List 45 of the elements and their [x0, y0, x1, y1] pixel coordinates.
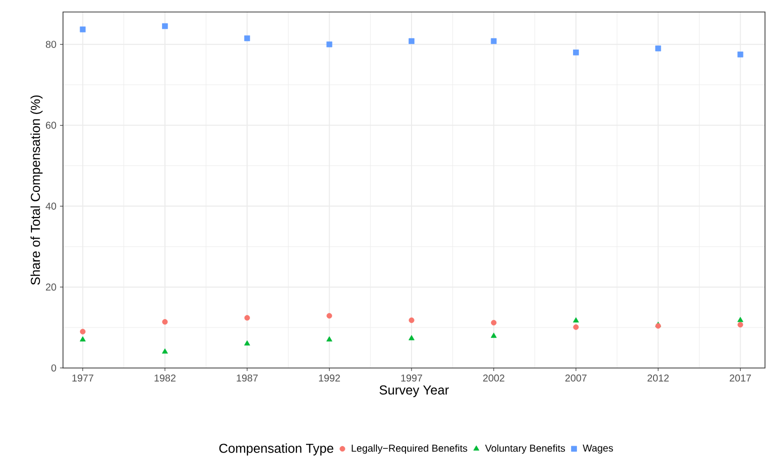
point	[162, 23, 168, 30]
y-tick-label: 80	[46, 40, 56, 48]
point	[490, 38, 497, 44]
x-tick-label: 2007	[565, 374, 587, 382]
x-tick-label: 1987	[236, 374, 258, 382]
x-tick-label: 2002	[483, 374, 504, 382]
point	[326, 41, 332, 48]
point	[572, 317, 579, 322]
point	[737, 52, 744, 58]
point	[490, 332, 497, 338]
point	[738, 322, 744, 328]
y-axis-title: Share of Total Compensation (%)	[30, 95, 43, 285]
x-tick-label: 1977	[72, 374, 94, 382]
y-tick-label: 20	[46, 284, 56, 291]
y-tick-label: 60	[46, 122, 56, 129]
y-tick-label: 0	[51, 364, 56, 372]
point	[80, 336, 86, 342]
point	[490, 320, 497, 326]
x-axis-title: Survey Year	[380, 385, 449, 398]
point	[408, 38, 414, 44]
x-tick-label: 1997	[401, 374, 422, 382]
point	[573, 50, 579, 56]
x-tick-label: 2012	[648, 374, 669, 382]
x-tick-label: 1982	[154, 374, 176, 382]
x-tick-label: 1992	[319, 374, 340, 382]
point	[244, 315, 250, 321]
point	[162, 319, 168, 325]
point	[80, 26, 86, 32]
x-tick-label: 2017	[730, 374, 751, 382]
point	[326, 336, 332, 342]
legend-label: Wages	[582, 444, 613, 454]
point	[244, 35, 250, 42]
point	[162, 348, 168, 354]
y-tick-label: 40	[46, 202, 56, 210]
point	[737, 316, 744, 322]
legend-label: Voluntary Benefits	[485, 444, 565, 454]
legend-label: Legally−Required Benefits	[352, 444, 468, 454]
point	[326, 313, 332, 319]
point	[80, 328, 86, 334]
legend-title: Compensation Type	[219, 443, 334, 456]
point	[655, 46, 662, 52]
point	[573, 324, 579, 330]
point	[244, 340, 250, 346]
point	[408, 317, 414, 324]
point	[408, 335, 415, 340]
